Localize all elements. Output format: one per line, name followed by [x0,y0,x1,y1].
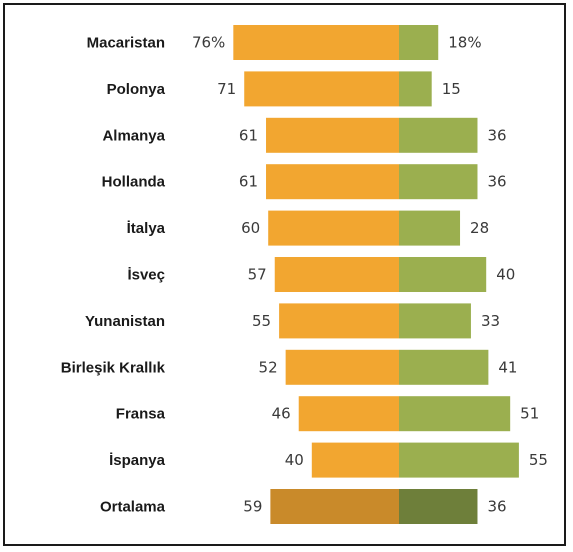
data-label-right: 41 [498,358,517,376]
category-label: Yunanistan [85,313,165,330]
category-label: Almanya [102,127,165,144]
category-label: Macaristan [87,35,165,52]
data-label-right: 36 [487,498,506,516]
category-label: Polonya [107,81,166,98]
bar-right [399,442,519,478]
bar-left [268,210,399,246]
bar-left [279,303,399,339]
bar-left [266,117,399,153]
data-label-left: 57 [248,266,267,284]
data-label-right: 36 [487,173,506,191]
data-label-right: 15 [442,80,461,98]
data-label-left: 55 [252,312,271,330]
data-label-left: 40 [285,451,304,469]
data-label-right: 55 [529,451,548,469]
data-label-right: 33 [481,312,500,330]
category-label: İsveç [127,267,165,284]
bar-left [233,25,399,60]
data-label-left: 71 [217,80,236,98]
bar-right [399,303,471,339]
bar-left [298,396,399,432]
bar-right [399,489,478,524]
bar-right [399,71,432,107]
category-label: Birleşik Krallık [61,359,166,376]
bar-right [399,257,487,292]
category-label: İspanya [109,452,166,469]
data-label-right: 36 [487,126,506,144]
category-label: Hollanda [102,174,166,191]
data-label-left: 52 [259,358,278,376]
bar-left [270,489,399,524]
data-label-left: 60 [241,219,260,237]
bar-right [399,349,489,385]
data-label-left: 61 [239,173,258,191]
bar-left [244,71,399,107]
bar-right [399,210,461,246]
bar-right [399,25,439,60]
data-label-right: 51 [520,405,539,423]
bar-left [285,349,399,385]
bar-left [266,164,399,200]
data-label-left: 76% [192,34,225,52]
bar-right [399,396,511,432]
data-label-left: 59 [243,498,262,516]
data-label-left: 46 [272,405,291,423]
data-label-right: 28 [470,219,489,237]
bar-left [274,257,399,292]
bar-right [399,117,478,153]
category-label: Ortalama [100,499,166,516]
bar-left [311,442,399,478]
data-label-right: 40 [496,266,515,284]
category-label: Fransa [116,406,166,423]
data-label-right: 18% [448,34,481,52]
bar-right [399,164,478,200]
data-label-left: 61 [239,126,258,144]
category-label: İtalya [127,220,166,237]
